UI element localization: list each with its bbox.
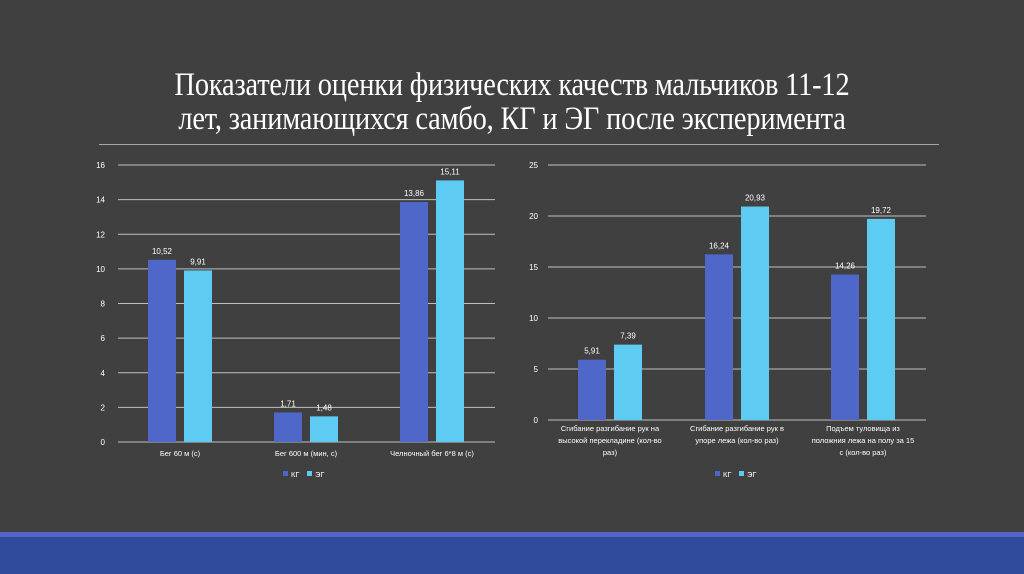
footer-band bbox=[0, 537, 1024, 574]
bar-kg bbox=[831, 274, 859, 420]
y-tick-label: 5 bbox=[534, 365, 539, 374]
category-label: раз) bbox=[603, 448, 618, 457]
bar-kg bbox=[274, 412, 302, 442]
category-label: Сгибание разгибание рук в bbox=[690, 424, 784, 433]
data-label: 19,72 bbox=[871, 206, 892, 215]
data-label: 13,86 bbox=[404, 189, 425, 198]
y-tick-label: 10 bbox=[529, 314, 538, 323]
legend-label: КГ bbox=[723, 470, 731, 479]
data-label: 5,91 bbox=[584, 347, 600, 356]
bar-kg bbox=[400, 202, 428, 442]
slide-title-line-2: лет, занимающихся самбо, КГ и ЭГ после э… bbox=[178, 101, 846, 137]
category-label: Подъем туловища из bbox=[826, 424, 900, 433]
bar-kg bbox=[578, 359, 606, 420]
y-tick-label: 20 bbox=[529, 212, 538, 221]
y-tick-label: 0 bbox=[101, 438, 106, 447]
category-label: Бег 600 м (мин, с) bbox=[275, 449, 338, 458]
bar-eg bbox=[436, 180, 464, 442]
y-tick-label: 8 bbox=[101, 300, 106, 309]
y-tick-label: 2 bbox=[101, 403, 106, 412]
category-label: высокой перекладине (кол-во bbox=[558, 436, 661, 445]
bar-kg bbox=[705, 254, 733, 420]
data-label: 10,52 bbox=[152, 247, 173, 256]
title-divider bbox=[99, 144, 939, 145]
bar-eg bbox=[184, 270, 212, 442]
category-label: Бег 60 м (с) bbox=[160, 449, 201, 458]
y-tick-label: 25 bbox=[529, 161, 538, 170]
data-label: 7,39 bbox=[620, 332, 636, 341]
y-tick-label: 10 bbox=[96, 265, 105, 274]
data-label: 14,26 bbox=[835, 262, 856, 271]
category-label: упоре лежа (кол-во раз) bbox=[695, 436, 779, 445]
category-label: Челночный бег 6*8 м (с) bbox=[390, 449, 474, 458]
data-label: 16,24 bbox=[709, 241, 730, 250]
legend-swatch-eg bbox=[307, 471, 312, 476]
legend-swatch-kg bbox=[715, 471, 720, 476]
bar-eg bbox=[867, 218, 895, 420]
category-label: Сгибание разгибание рук на bbox=[561, 424, 660, 433]
legend-label: ЭГ bbox=[747, 470, 756, 479]
bar-eg bbox=[310, 416, 338, 442]
category-label: с (кол-во раз) bbox=[840, 448, 887, 457]
y-tick-label: 4 bbox=[101, 369, 106, 378]
data-label: 15,11 bbox=[440, 167, 460, 176]
slide-title: Показатели оценки физических качеств мал… bbox=[72, 68, 953, 136]
category-label: положния лежа на полу за 15 bbox=[812, 436, 915, 445]
data-label: 1,48 bbox=[316, 403, 332, 412]
legend-swatch-kg bbox=[283, 471, 288, 476]
legend-swatch-eg bbox=[739, 471, 744, 476]
bar-kg bbox=[148, 259, 176, 442]
y-tick-label: 12 bbox=[96, 230, 105, 239]
footer-accent-stripe bbox=[0, 532, 1024, 537]
data-label: 9,91 bbox=[190, 257, 206, 266]
bar-eg bbox=[741, 206, 769, 420]
y-tick-label: 15 bbox=[529, 263, 538, 272]
slide-title-line-1: Показатели оценки физических качеств мал… bbox=[174, 67, 850, 103]
data-label: 20,93 bbox=[745, 194, 766, 203]
data-label: 1,71 bbox=[280, 399, 296, 408]
y-tick-label: 16 bbox=[96, 161, 105, 170]
legend-label: КГ bbox=[291, 470, 299, 479]
y-tick-label: 6 bbox=[101, 334, 106, 343]
y-tick-label: 14 bbox=[96, 196, 105, 205]
legend-label: ЭГ bbox=[315, 470, 324, 479]
y-tick-label: 0 bbox=[534, 416, 539, 425]
bar-eg bbox=[614, 344, 642, 420]
